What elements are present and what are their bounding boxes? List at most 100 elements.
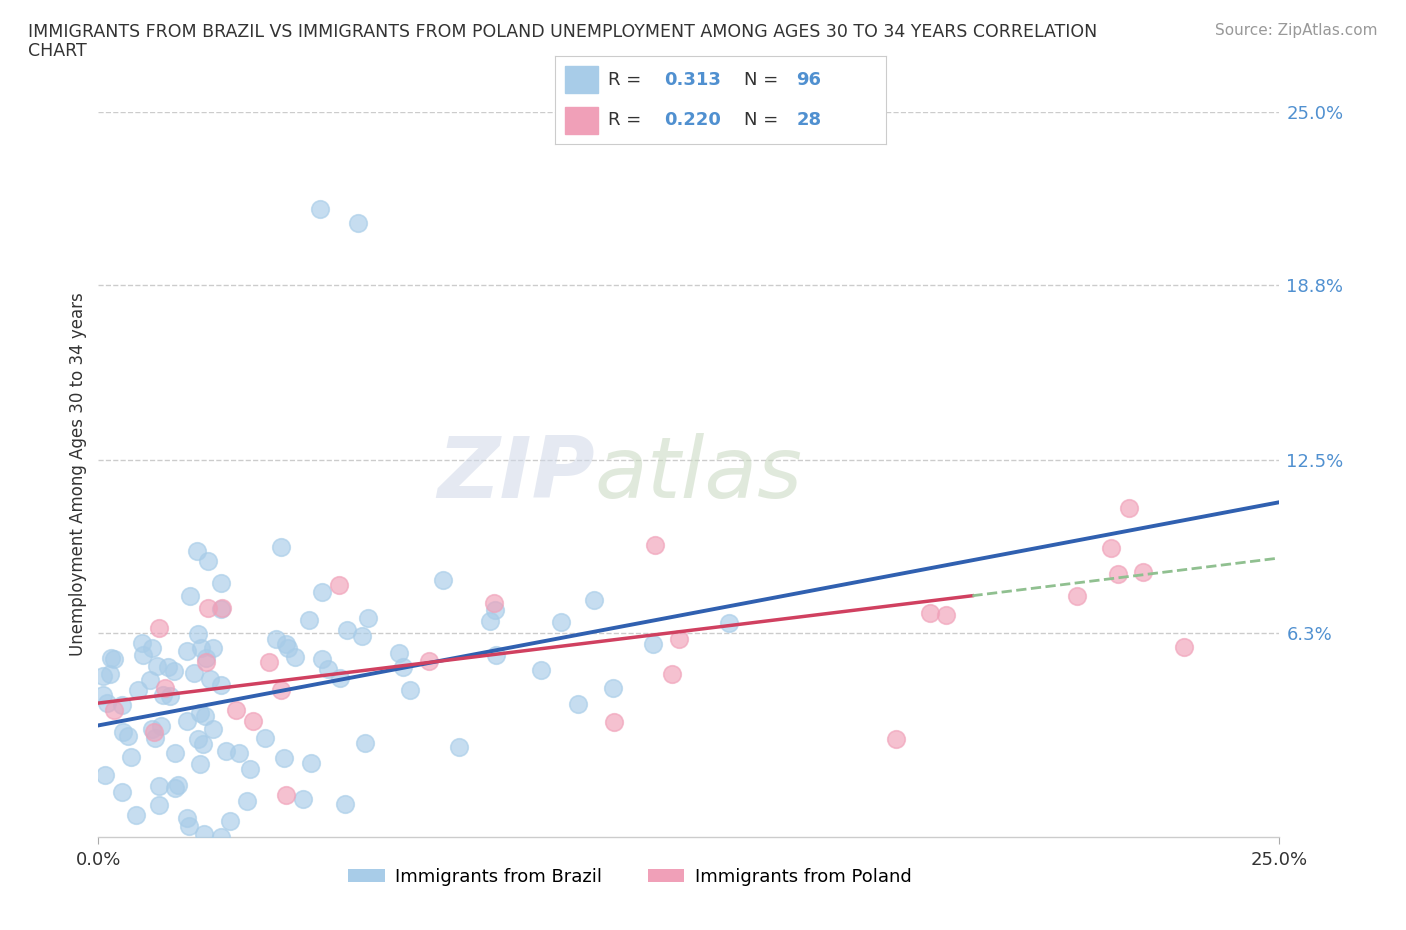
Point [141, 722, 163, 737]
Point [153, 681, 176, 696]
Point [350, 629, 373, 644]
Point [239, 762, 262, 777]
Point [530, 663, 553, 678]
Point [399, 683, 422, 698]
Point [668, 631, 690, 646]
Point [219, 814, 242, 829]
Point [641, 636, 664, 651]
Point [91, 687, 114, 702]
Point [236, 794, 259, 809]
Text: R =: R = [609, 112, 641, 129]
Text: CHART: CHART [28, 42, 87, 60]
Point [163, 746, 186, 761]
Text: 0.313: 0.313 [665, 71, 721, 88]
Text: IMMIGRANTS FROM BRAZIL VS IMMIGRANTS FROM POLAND UNEMPLOYMENT AMONG AGES 30 TO 3: IMMIGRANTS FROM BRAZIL VS IMMIGRANTS FRO… [28, 23, 1097, 41]
Point [187, 627, 209, 642]
Point [336, 622, 359, 637]
Point [388, 645, 411, 660]
Point [1173, 640, 1195, 655]
Point [98, 667, 121, 682]
Point [176, 644, 198, 658]
Y-axis label: Unemployment Among Ages 30 to 34 years: Unemployment Among Ages 30 to 34 years [69, 292, 87, 657]
Point [228, 746, 250, 761]
Point [139, 672, 162, 687]
Point [432, 573, 454, 588]
Point [311, 584, 333, 599]
Point [120, 749, 142, 764]
Point [127, 683, 149, 698]
Point [159, 689, 181, 704]
Point [176, 713, 198, 728]
Point [125, 807, 148, 822]
Point [209, 576, 232, 591]
Point [148, 779, 170, 794]
Point [347, 216, 370, 231]
Point [273, 751, 295, 765]
Point [567, 697, 589, 711]
Point [284, 649, 307, 664]
Text: 96: 96 [797, 71, 821, 88]
Point [1099, 540, 1122, 555]
Point [111, 698, 134, 712]
Point [179, 818, 201, 833]
Point [550, 615, 572, 630]
Point [718, 615, 741, 630]
Point [257, 655, 280, 670]
Point [264, 631, 287, 646]
Point [202, 722, 225, 737]
Point [215, 743, 238, 758]
Point [194, 650, 217, 665]
Point [100, 650, 122, 665]
Point [179, 589, 201, 604]
Point [131, 636, 153, 651]
Point [201, 640, 224, 655]
Point [94, 767, 117, 782]
Point [165, 780, 187, 795]
Point [277, 641, 299, 656]
Point [188, 705, 211, 720]
Point [356, 610, 378, 625]
Point [190, 640, 212, 655]
Point [194, 709, 217, 724]
Point [111, 784, 134, 799]
Point [299, 755, 322, 770]
Point [484, 603, 506, 618]
Point [1132, 565, 1154, 579]
Point [1107, 566, 1129, 581]
Bar [565, 66, 599, 93]
Point [884, 732, 907, 747]
Point [276, 636, 298, 651]
Text: 0.220: 0.220 [665, 112, 721, 129]
Point [197, 601, 219, 616]
Point [91, 669, 114, 684]
Point [141, 641, 163, 656]
Text: N =: N = [744, 71, 778, 88]
Point [329, 671, 352, 685]
Point [148, 620, 170, 635]
Point [166, 777, 188, 792]
Point [328, 578, 350, 592]
Point [117, 729, 139, 744]
Point [253, 730, 276, 745]
Point [583, 593, 606, 608]
Point [242, 713, 264, 728]
Point [479, 614, 502, 629]
Point [132, 647, 155, 662]
Point [392, 659, 415, 674]
Point [143, 725, 166, 740]
Text: 28: 28 [797, 112, 821, 129]
Point [195, 655, 218, 670]
Point [198, 671, 221, 686]
Point [603, 714, 626, 729]
Point [156, 660, 179, 675]
Point [485, 647, 508, 662]
Point [193, 827, 215, 842]
Point [449, 739, 471, 754]
Point [111, 724, 134, 739]
Point [148, 798, 170, 813]
Point [270, 539, 292, 554]
Point [146, 658, 169, 673]
Point [309, 202, 332, 217]
Point [661, 666, 683, 681]
Point [209, 677, 232, 692]
